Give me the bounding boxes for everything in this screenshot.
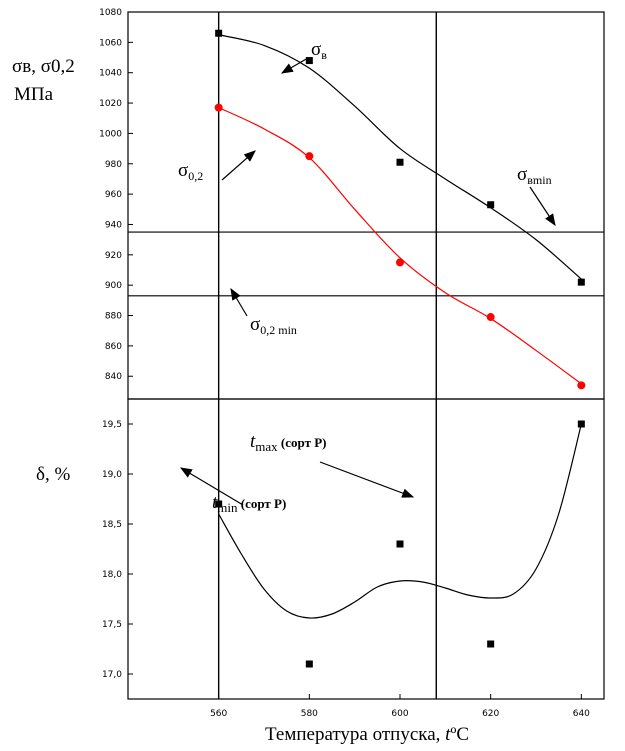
delta-point <box>215 500 223 508</box>
top-y-tick-label: 940 <box>105 220 122 230</box>
top-y-tick-label: 900 <box>105 281 122 291</box>
label-sigma-b: σв <box>311 39 327 62</box>
sigma-02-point <box>305 152 314 161</box>
label-sigma-bmin: σвmin <box>517 164 552 187</box>
label-sigma-02min: σ0,2 min <box>250 314 297 337</box>
top-y-axis-label-line2: МПа <box>14 84 54 105</box>
bottom-plot-frame <box>127 398 605 700</box>
fit-curves <box>218 34 582 619</box>
bottom-y-tick-label: 19,0 <box>102 470 122 480</box>
top-y-tick-label: 1000 <box>99 129 122 139</box>
sigma-b-curve <box>218 34 582 280</box>
top-y-tick-label: 1040 <box>99 69 122 79</box>
arrow-tmin <box>179 467 244 506</box>
bottom-y-tick-label: 17,0 <box>102 670 122 680</box>
x-tick-label: 640 <box>573 709 590 719</box>
sigma-02-point <box>577 381 586 390</box>
delta-point <box>487 640 495 648</box>
arrow-sigma-02min <box>230 287 248 317</box>
arrow-sigma-b <box>280 57 309 74</box>
sigma-02-point <box>396 258 404 267</box>
top-y-tick-label: 1080 <box>99 8 122 18</box>
x-tick-label: 580 <box>301 709 318 719</box>
data-markers <box>214 29 586 668</box>
x-axis-label-unit: ºC <box>450 724 469 745</box>
bottom-y-tick-label: 18,0 <box>102 570 122 580</box>
delta-point <box>577 420 585 428</box>
x-tick-label: 560 <box>210 709 227 719</box>
sigma-02-curve <box>218 107 582 385</box>
top-plot-frame <box>127 11 605 400</box>
top-y-tick-label: 840 <box>105 372 122 382</box>
arrow-sigma-bmin <box>529 186 556 227</box>
top-y-tick-label: 1020 <box>99 99 122 109</box>
bottom-y-tick-label: 17,5 <box>102 620 122 630</box>
top-y-tick-label: 1060 <box>99 38 122 48</box>
label-sigma-02: σ0,2 <box>178 160 203 183</box>
sigma-b-point <box>577 278 585 286</box>
arrow-tmax <box>319 461 415 498</box>
top-y-tick-label: 920 <box>105 251 122 261</box>
x-axis-label-main: Температура отпуска, <box>265 724 445 745</box>
x-ticks: 560 580 600 620 640 <box>210 694 590 719</box>
delta-point <box>396 540 404 548</box>
bottom-y-axis-label: δ, % <box>36 464 70 485</box>
delta-curve <box>218 423 582 619</box>
sigma-02-point <box>214 103 223 112</box>
top-y-tick-label: 860 <box>105 342 122 352</box>
top-y-tick-label: 880 <box>105 312 122 322</box>
x-axis-label-t: t <box>445 724 451 745</box>
x-tick-label: 600 <box>391 709 408 719</box>
bottom-y-tick-label: 18,5 <box>102 520 122 530</box>
arrow-sigma-02 <box>221 150 256 181</box>
sigma-02-point <box>486 313 495 322</box>
top-y-ticks: 840 860 880 900 920 940 960 980 1000 1020 1040 1060… <box>99 8 133 382</box>
reference-lines <box>128 12 604 699</box>
top-y-axis-label-line1: σв, σ0,2 <box>12 56 75 77</box>
bottom-y-ticks: 17,0 17,5 18,0 18,5 19,0 19,5 <box>102 420 133 680</box>
sigma-b-point <box>396 158 404 166</box>
sigma-b-point <box>215 29 223 37</box>
label-tmax: tmax (сорт Р) <box>250 431 327 454</box>
sigma-b-point <box>487 201 495 209</box>
x-tick-label: 620 <box>482 709 499 719</box>
label-tmin: tmin (сорт Р) <box>212 492 286 515</box>
x-axis-label: Температура отпуска, tºC <box>265 724 469 745</box>
delta-point <box>305 660 313 668</box>
bottom-y-tick-label: 19,5 <box>102 420 122 430</box>
top-y-tick-label: 960 <box>105 190 122 200</box>
sigma-b-point <box>305 57 313 65</box>
top-y-tick-label: 980 <box>105 160 122 170</box>
